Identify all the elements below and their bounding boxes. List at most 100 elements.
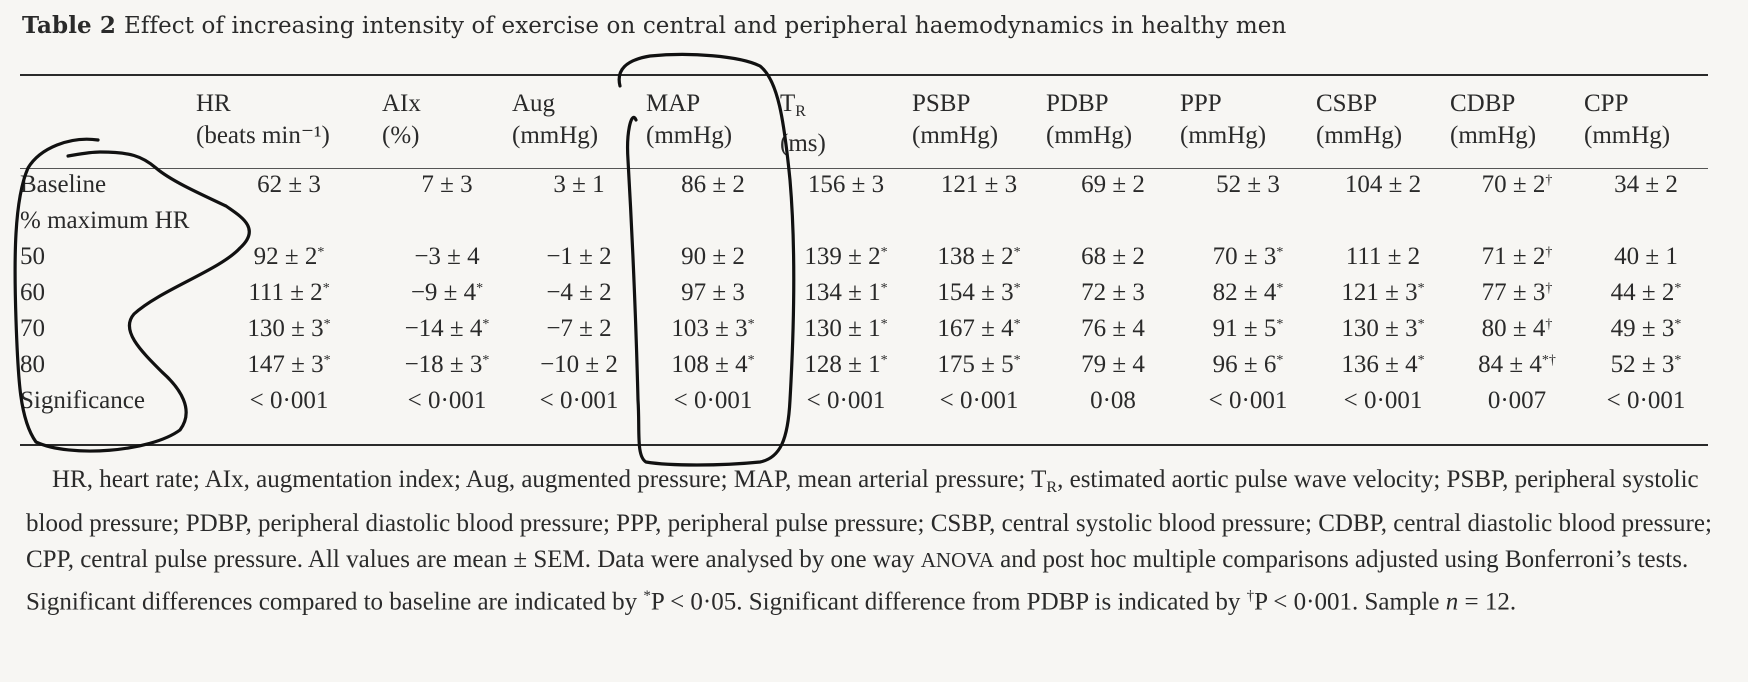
cell-value: 77 ± 3 [1481,279,1546,306]
table-cell: −9 ± 4* [382,276,512,312]
cell-significance-mark: * [747,353,755,368]
column-name: CDBP [1450,90,1516,117]
cell-significance-mark: * [322,281,330,296]
table-cell: 86 ± 2 [646,168,780,204]
table-row: Baseline 62 ± 3 7 ± 3 3 ± 1 86 ± 2 156 ± 3 121… [20,168,1708,204]
header-rule [20,168,1708,169]
cell-value: 130 ± 3 [1341,315,1418,342]
cell-significance-mark: * [1674,353,1682,368]
row-label: Baseline [20,171,107,198]
table-cell: −10 ± 2 [512,348,646,384]
cell-value: 44 ± 2 [1610,279,1675,306]
table-body: Baseline 62 ± 3 7 ± 3 3 ± 1 86 ± 2 156 ± 3 121… [20,168,1708,420]
column-unit: (mmHg) [646,122,733,149]
table-cell: 52 ± 3* [1584,348,1708,384]
cell-value: 136 ± 4 [1341,351,1418,378]
table-cell: 69 ± 2 [1046,168,1180,204]
footnote-text-5: P < 0·001. Sample [1254,588,1446,616]
cell-value: 156 ± 3 [807,171,885,198]
cell-value: < 0·001 [249,387,329,414]
row-label: 60 [20,279,45,306]
table-cell: 90 ± 2 [646,240,780,276]
cell-significance-mark: * [482,353,490,368]
cell-value: 76 ± 4 [1081,315,1145,342]
cell-value: 97 ± 3 [681,279,745,306]
header-tr: TR (ms) [780,88,912,168]
header-ppp: PPP (mmHg) [1180,88,1316,168]
cell-value: 40 ± 1 [1614,243,1678,270]
cell-value: 130 ± 1 [804,315,881,342]
row-label: Significance [20,387,145,414]
cell-value: 175 ± 5 [937,351,1014,378]
table-footnote: HR, heart rate; AIx, augmentation index;… [26,462,1726,620]
column-unit: (mmHg) [1316,122,1403,149]
cell-significance-mark: * [1013,281,1021,296]
column-name: HR [196,90,231,117]
table-cell: < 0·001 [646,384,780,420]
cell-significance-mark: * [317,245,325,260]
cell-value: 7 ± 3 [421,171,473,198]
table-cell: −1 ± 2 [512,240,646,276]
cell-significance-mark: † [1545,281,1553,296]
table-cell: 104 ± 2 [1316,168,1450,204]
cell-value: 0·007 [1487,387,1547,414]
column-unit: (%) [382,122,420,149]
table-cell: −14 ± 4* [382,312,512,348]
cell-value: 3 ± 1 [553,171,605,198]
table-cell: 138 ± 2* [912,240,1046,276]
cell-significance-mark: * [1276,353,1284,368]
cell-value: −18 ± 3 [404,351,483,378]
cell-significance-mark: * [1276,245,1284,260]
cell-value: 69 ± 2 [1081,171,1145,198]
table-cell: 111 ± 2* [196,276,382,312]
header-pdbp: PDBP (mmHg) [1046,88,1180,168]
cell-value: 138 ± 2 [937,243,1014,270]
footnote-subscript: R [1046,479,1058,496]
footnote-dagger: † [1246,588,1255,604]
cell-value: < 0·001 [1606,387,1686,414]
table-cell: 154 ± 3* [912,276,1046,312]
table-cell: 147 ± 3* [196,348,382,384]
table-cell: 71 ± 2† [1450,240,1584,276]
column-name: AIx [382,90,421,117]
cell-value: 130 ± 3 [247,315,324,342]
table-cell: 0·08 [1046,384,1180,420]
cell-value: 49 ± 3 [1610,315,1675,342]
table-cell: < 0·001 [196,384,382,420]
column-unit: (mmHg) [912,122,999,149]
table-cell: 128 ± 1* [780,348,912,384]
table-cell: 84 ± 4*† [1450,348,1584,384]
cell-value: < 0·001 [407,387,487,414]
table-cell: 34 ± 2 [1584,168,1708,204]
cell-significance-mark: * [1674,317,1682,332]
cell-value: 70 ± 3 [1212,243,1277,270]
table-cell: < 0·001 [912,384,1046,420]
table-cell: 0·007 [1450,384,1584,420]
cell-value: −10 ± 2 [540,351,618,378]
cell-value: 108 ± 4 [671,351,748,378]
cell-significance-mark: *† [1541,353,1556,368]
table-cell: 49 ± 3* [1584,312,1708,348]
cell-value: 68 ± 2 [1081,243,1145,270]
table-cell: 77 ± 3† [1450,276,1584,312]
column-name-wrap: TR [780,88,912,128]
cell-significance-mark: * [880,281,888,296]
table-cell: 130 ± 3* [1316,312,1450,348]
header-psbp: PSBP (mmHg) [912,88,1046,168]
column-name: CSBP [1316,90,1378,117]
header-cpp: CPP (mmHg) [1584,88,1708,168]
cell-value: 80 ± 4 [1481,315,1546,342]
cell-value: 52 ± 3 [1610,351,1675,378]
footnote-text-1: HR, heart rate; AIx, augmentation index;… [52,466,1047,493]
footnote-text-2: , estimated aortic pulse wave velocity; … [26,466,1712,573]
cell-value: < 0·001 [806,387,886,414]
table-cell: 108 ± 4* [646,348,780,384]
cell-significance-mark: * [1276,281,1284,296]
table-cell: 76 ± 4 [1046,312,1180,348]
cell-significance-mark: * [1674,281,1682,296]
cell-significance-mark: * [323,317,331,332]
cell-value: < 0·001 [1343,387,1423,414]
row-label: 80 [20,351,45,378]
cell-significance-mark: * [880,353,888,368]
